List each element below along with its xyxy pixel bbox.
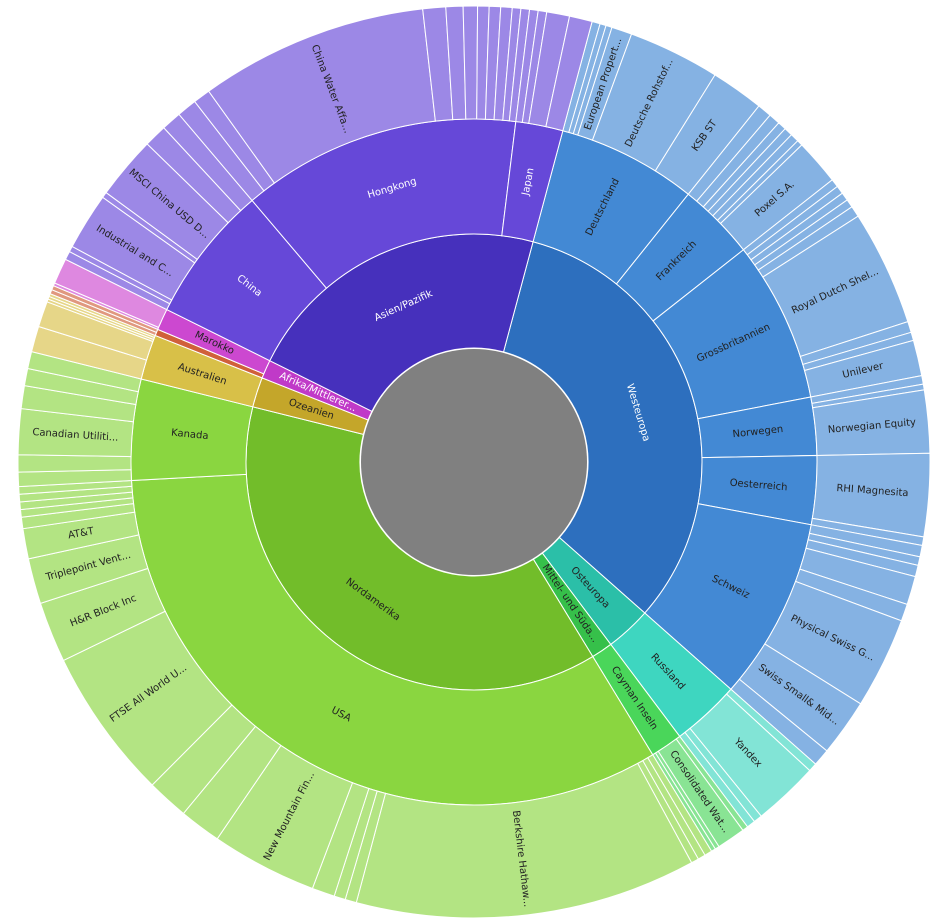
holding-unnamed[interactable] [462, 5, 479, 120]
country-label: Kanada [171, 428, 209, 443]
holding-unnamed[interactable] [17, 454, 132, 473]
sunburst-center [361, 349, 587, 575]
holding-label: AT&T [67, 526, 96, 542]
holding-unnamed[interactable] [545, 15, 593, 132]
holding-label: RHI Magnesita [836, 483, 909, 499]
country-label: Norwegen [732, 424, 784, 440]
country-label: Oesterreich [729, 478, 788, 494]
country-label: Japan [520, 167, 536, 197]
